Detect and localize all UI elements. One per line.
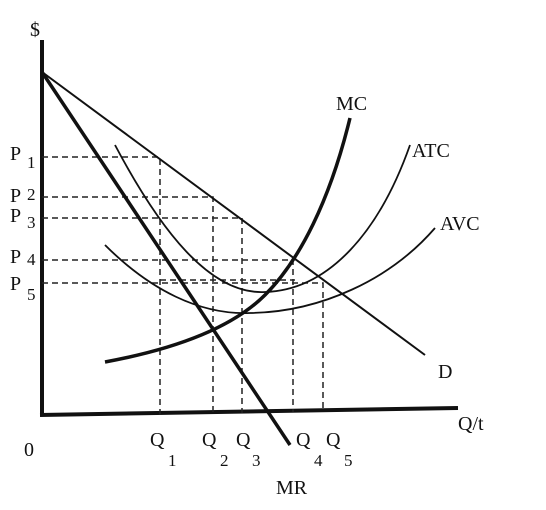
price-label: P xyxy=(10,143,21,165)
demand-curve xyxy=(41,71,426,356)
mc-label: MC xyxy=(336,93,367,115)
mc-curve xyxy=(104,117,352,364)
price-label: P xyxy=(10,205,21,227)
demand-label: D xyxy=(438,361,452,383)
price-label: P xyxy=(10,185,21,207)
quantity-label: Q xyxy=(236,429,251,451)
quantity-subscript: 5 xyxy=(344,451,353,470)
quantity-subscript: 3 xyxy=(252,451,261,470)
mr-label: MR xyxy=(276,477,308,499)
price-subscript: 2 xyxy=(27,185,36,204)
price-subscript: 3 xyxy=(27,213,36,232)
quantity-label: Q xyxy=(296,429,311,451)
quantity-label: Q xyxy=(326,429,341,451)
origin-label: 0 xyxy=(24,439,34,461)
price-label: P xyxy=(10,246,21,268)
avc-curve xyxy=(104,227,436,314)
quantity-label: Q xyxy=(150,429,165,451)
atc-curve xyxy=(114,144,411,293)
price-subscript: 5 xyxy=(27,285,36,304)
quantity-label: Q xyxy=(202,429,217,451)
quantity-subscript: 1 xyxy=(168,451,177,470)
atc-label: ATC xyxy=(412,140,450,162)
avc-label: AVC xyxy=(440,213,480,235)
x-axis xyxy=(39,406,459,417)
quantity-subscript: 4 xyxy=(314,451,323,470)
mr-curve xyxy=(40,71,292,446)
price-subscript: 1 xyxy=(27,153,36,172)
quantity-subscript: 2 xyxy=(220,451,229,470)
price-subscript: 4 xyxy=(27,250,36,269)
x-axis-label: Q/t xyxy=(458,413,484,435)
y-axis-label: $ xyxy=(30,19,40,41)
price-label: P xyxy=(10,273,21,295)
